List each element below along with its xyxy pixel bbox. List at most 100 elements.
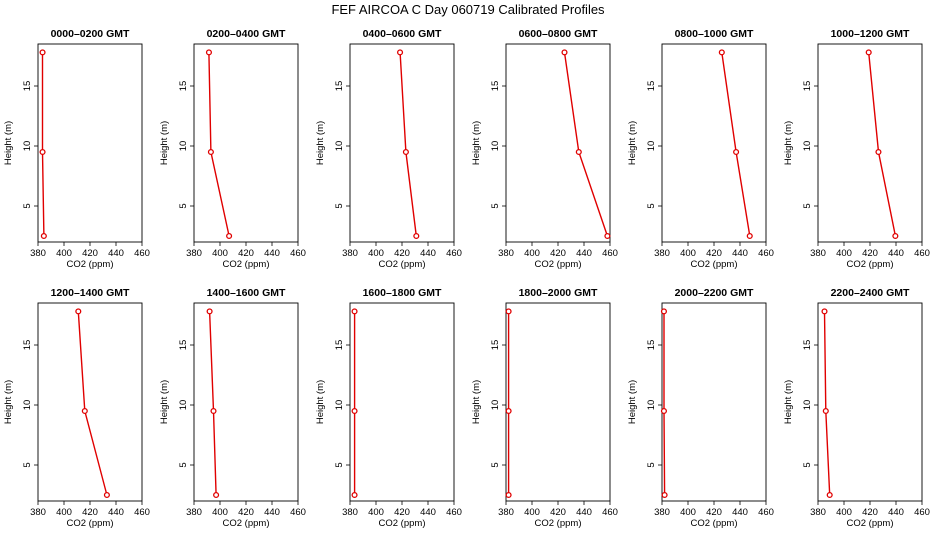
panel-title: 2000–2200 GMT xyxy=(675,287,754,299)
x-axis-label: CO2 (ppm) xyxy=(67,259,114,270)
y-axis-label: Height (m) xyxy=(627,121,638,165)
data-point xyxy=(865,49,872,56)
panel-title: 0400–0600 GMT xyxy=(363,28,442,40)
y-axis-label: Height (m) xyxy=(471,380,482,424)
data-point xyxy=(875,148,882,156)
x-axis-label: CO2 (ppm) xyxy=(535,259,582,270)
plot-frame xyxy=(349,302,455,502)
y-tick-label: 10 xyxy=(802,141,813,152)
x-tick-label: 420 xyxy=(238,507,254,518)
x-tick-label: 380 xyxy=(498,248,514,259)
data-point xyxy=(505,308,512,315)
panel-4: 0600–0800 GMT 380 400 420 440 460 5 10 15 CO2 (pp… xyxy=(471,28,618,270)
x-tick-label: 380 xyxy=(30,507,46,518)
y-tick-label: 15 xyxy=(490,81,501,92)
profile-line xyxy=(41,52,45,237)
y-tick-label: 15 xyxy=(178,81,189,92)
panel-title: 0800–1000 GMT xyxy=(675,28,754,40)
data-point xyxy=(81,407,88,415)
x-tick-label: 420 xyxy=(550,507,566,518)
x-tick-label: 460 xyxy=(758,248,774,259)
x-tick-label: 380 xyxy=(654,248,670,259)
x-tick-label: 460 xyxy=(290,248,306,259)
y-axis-label: Height (m) xyxy=(3,121,14,165)
profile-line xyxy=(77,311,108,496)
x-tick-label: 400 xyxy=(368,248,384,259)
x-tick-label: 380 xyxy=(342,248,358,259)
y-tick-label: 10 xyxy=(490,400,501,411)
x-tick-label: 400 xyxy=(212,248,228,259)
panel-1: 0000–0200 GMT 380 400 420 440 460 5 10 15 CO2 (pp… xyxy=(3,28,150,270)
x-tick-label: 460 xyxy=(446,507,462,518)
panel-11: 2000–2200 GMT 380 400 420 440 460 5 10 15 CO2 (pp… xyxy=(627,287,774,529)
x-axis-label: CO2 (ppm) xyxy=(691,518,738,529)
y-tick-label: 15 xyxy=(646,81,657,92)
x-tick-label: 400 xyxy=(212,507,228,518)
x-tick-label: 460 xyxy=(914,507,930,518)
panel-6: 1000–1200 GMT 380 400 420 440 460 5 10 15 CO2 (pp… xyxy=(783,28,930,270)
panel-title: 2200–2400 GMT xyxy=(831,287,910,299)
panel-title: 1600–1800 GMT xyxy=(363,287,442,299)
x-axis-label: CO2 (ppm) xyxy=(535,518,582,529)
y-tick-label: 5 xyxy=(802,462,813,467)
x-tick-label: 420 xyxy=(394,507,410,518)
data-point xyxy=(39,148,46,156)
data-point xyxy=(402,148,409,156)
data-point xyxy=(351,491,358,499)
profile-line xyxy=(399,52,417,237)
y-tick-label: 10 xyxy=(334,141,345,152)
data-point xyxy=(351,308,358,315)
x-tick-label: 420 xyxy=(862,248,878,259)
x-tick-label: 400 xyxy=(680,248,696,259)
y-tick-label: 10 xyxy=(178,141,189,152)
x-tick-label: 380 xyxy=(810,507,826,518)
y-tick-label: 15 xyxy=(22,81,33,92)
x-axis-label: CO2 (ppm) xyxy=(223,259,270,270)
data-point xyxy=(213,491,220,499)
y-axis-label: Height (m) xyxy=(783,380,794,424)
x-tick-label: 440 xyxy=(264,248,280,259)
x-tick-label: 460 xyxy=(914,248,930,259)
y-tick-label: 5 xyxy=(334,462,345,467)
profile-line xyxy=(563,52,609,237)
x-tick-label: 460 xyxy=(134,248,150,259)
y-tick-label: 10 xyxy=(646,400,657,411)
panel-title: 1200–1400 GMT xyxy=(51,287,130,299)
y-tick-label: 5 xyxy=(802,203,813,208)
profile-line xyxy=(208,52,230,237)
panel-title: 1800–2000 GMT xyxy=(519,287,598,299)
x-tick-label: 420 xyxy=(550,248,566,259)
y-tick-label: 15 xyxy=(490,340,501,351)
data-point xyxy=(826,491,833,499)
data-point xyxy=(718,49,725,56)
panel-7: 1200–1400 GMT 380 400 420 440 460 5 10 15 CO2 (pp… xyxy=(3,287,150,529)
x-tick-label: 380 xyxy=(186,248,202,259)
y-tick-label: 15 xyxy=(802,81,813,92)
y-tick-label: 5 xyxy=(490,203,501,208)
x-tick-label: 420 xyxy=(82,507,98,518)
x-tick-label: 400 xyxy=(524,248,540,259)
y-tick-label: 5 xyxy=(22,203,33,208)
y-tick-label: 10 xyxy=(334,400,345,411)
y-tick-label: 5 xyxy=(646,203,657,208)
y-tick-label: 15 xyxy=(22,340,33,351)
y-tick-label: 5 xyxy=(490,462,501,467)
y-tick-label: 5 xyxy=(178,203,189,208)
x-tick-label: 380 xyxy=(186,507,202,518)
panel-2: 0200–0400 GMT 380 400 420 440 460 5 10 15 CO2 (pp… xyxy=(159,28,306,270)
panel-9: 1600–1800 GMT 380 400 420 440 460 5 10 15 CO2 (pp… xyxy=(315,287,462,529)
data-point xyxy=(351,407,358,415)
x-tick-label: 460 xyxy=(134,507,150,518)
panel-3: 0400–0600 GMT 380 400 420 440 460 5 10 15 CO2 (pp… xyxy=(315,28,462,270)
x-tick-label: 440 xyxy=(108,248,124,259)
data-point xyxy=(822,407,829,415)
y-tick-label: 15 xyxy=(334,81,345,92)
x-axis-label: CO2 (ppm) xyxy=(379,518,426,529)
x-tick-label: 420 xyxy=(706,248,722,259)
y-tick-label: 10 xyxy=(490,141,501,152)
panel-12: 2200–2400 GMT 380 400 420 440 460 5 10 15 CO2 (pp… xyxy=(783,287,930,529)
x-tick-label: 400 xyxy=(524,507,540,518)
y-tick-label: 10 xyxy=(646,141,657,152)
panel-title: 1400–1600 GMT xyxy=(207,287,286,299)
x-tick-label: 420 xyxy=(394,248,410,259)
